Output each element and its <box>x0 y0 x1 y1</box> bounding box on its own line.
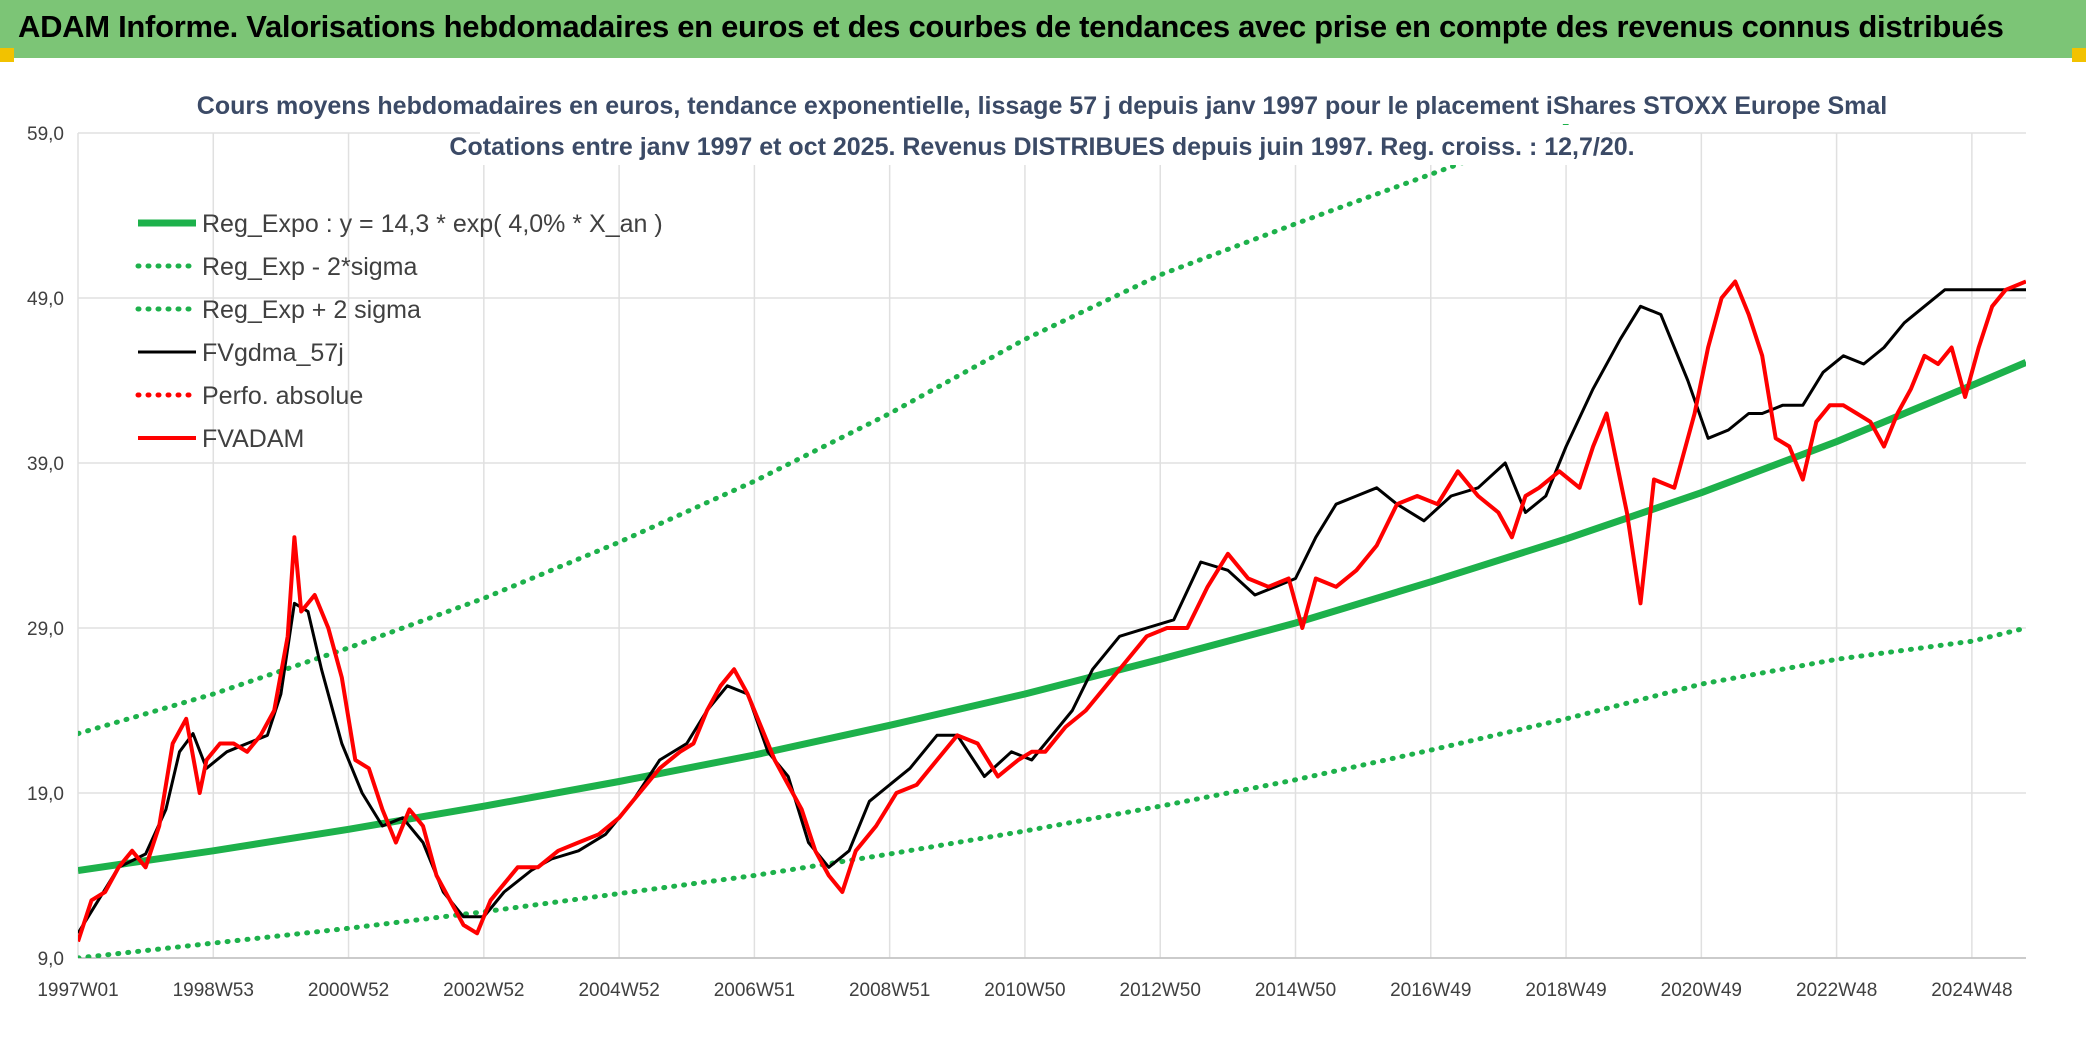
x-tick-label: 2020W49 <box>1661 980 1742 1001</box>
legend-label: FVADAM <box>202 425 304 453</box>
header-banner: ADAM Informe. Valorisations hebdomadaire… <box>0 0 2086 58</box>
series-layer <box>78 121 2026 958</box>
series-line-1 <box>78 625 2026 958</box>
x-tick-label: 2014W50 <box>1255 980 1336 1001</box>
title-backdrop <box>250 84 1834 124</box>
x-tick-label: 2000W52 <box>308 980 389 1001</box>
y-axis: 9,0 19,0 29,0 39,0 49,0 59,0 <box>27 124 64 970</box>
legend-label: Perfo. absolue <box>202 382 363 410</box>
chart-title: Cours moyens hebdomadaires en euros, ten… <box>197 92 1887 120</box>
x-tick-label: 2016W49 <box>1390 980 1471 1001</box>
chart-area: 9,0 19,0 29,0 39,0 49,0 59,0 1997W01 1998W53 20… <box>27 84 2026 1001</box>
chart-subtitle: Cotations entre janv 1997 et oct 2025. R… <box>449 133 1634 161</box>
y-tick-label: 49,0 <box>27 289 64 310</box>
y-tick-label: 59,0 <box>27 124 64 145</box>
x-axis: 1997W01 1998W53 2000W52 2002W52 2004W52 2006W… <box>37 980 2012 1001</box>
legend-label: Reg_Expo : y = 14,3 * exp( 4,0% * X_an ) <box>202 210 663 238</box>
x-tick-label: 2004W52 <box>578 980 659 1001</box>
x-tick-label: 2018W49 <box>1525 980 1606 1001</box>
legend-label: FVgdma_57j <box>202 339 344 367</box>
x-tick-label: 2010W50 <box>984 980 1065 1001</box>
series-line-5 <box>78 279 2026 943</box>
x-tick-label: 2022W48 <box>1796 980 1877 1001</box>
y-tick-label: 19,0 <box>27 784 64 805</box>
y-tick-label: 9,0 <box>38 949 64 970</box>
banner-title: ADAM Informe. Valorisations hebdomadaire… <box>18 9 2004 44</box>
subtitle-backdrop <box>480 125 1610 165</box>
series-line-3 <box>78 288 2026 935</box>
y-tick-label: 39,0 <box>27 454 64 475</box>
x-tick-label: 2008W51 <box>849 980 930 1001</box>
x-tick-label: 2002W52 <box>443 980 524 1001</box>
legend-label: Reg_Exp - 2*sigma <box>202 253 417 281</box>
corner-marker-right <box>2072 48 2086 62</box>
x-tick-label: 2006W51 <box>714 980 795 1001</box>
x-tick-label: 1997W01 <box>37 980 118 1001</box>
x-tick-label: 2012W50 <box>1120 980 1201 1001</box>
legend: Reg_Expo : y = 14,3 * exp( 4,0% * X_an )… <box>135 210 663 453</box>
corner-marker-left <box>0 48 14 62</box>
legend-label: Reg_Exp + 2 sigma <box>202 296 421 324</box>
x-tick-label: 2024W48 <box>1931 980 2012 1001</box>
y-tick-label: 29,0 <box>27 619 64 640</box>
series-line-0 <box>78 359 2026 874</box>
x-tick-label: 1998W53 <box>173 980 254 1001</box>
